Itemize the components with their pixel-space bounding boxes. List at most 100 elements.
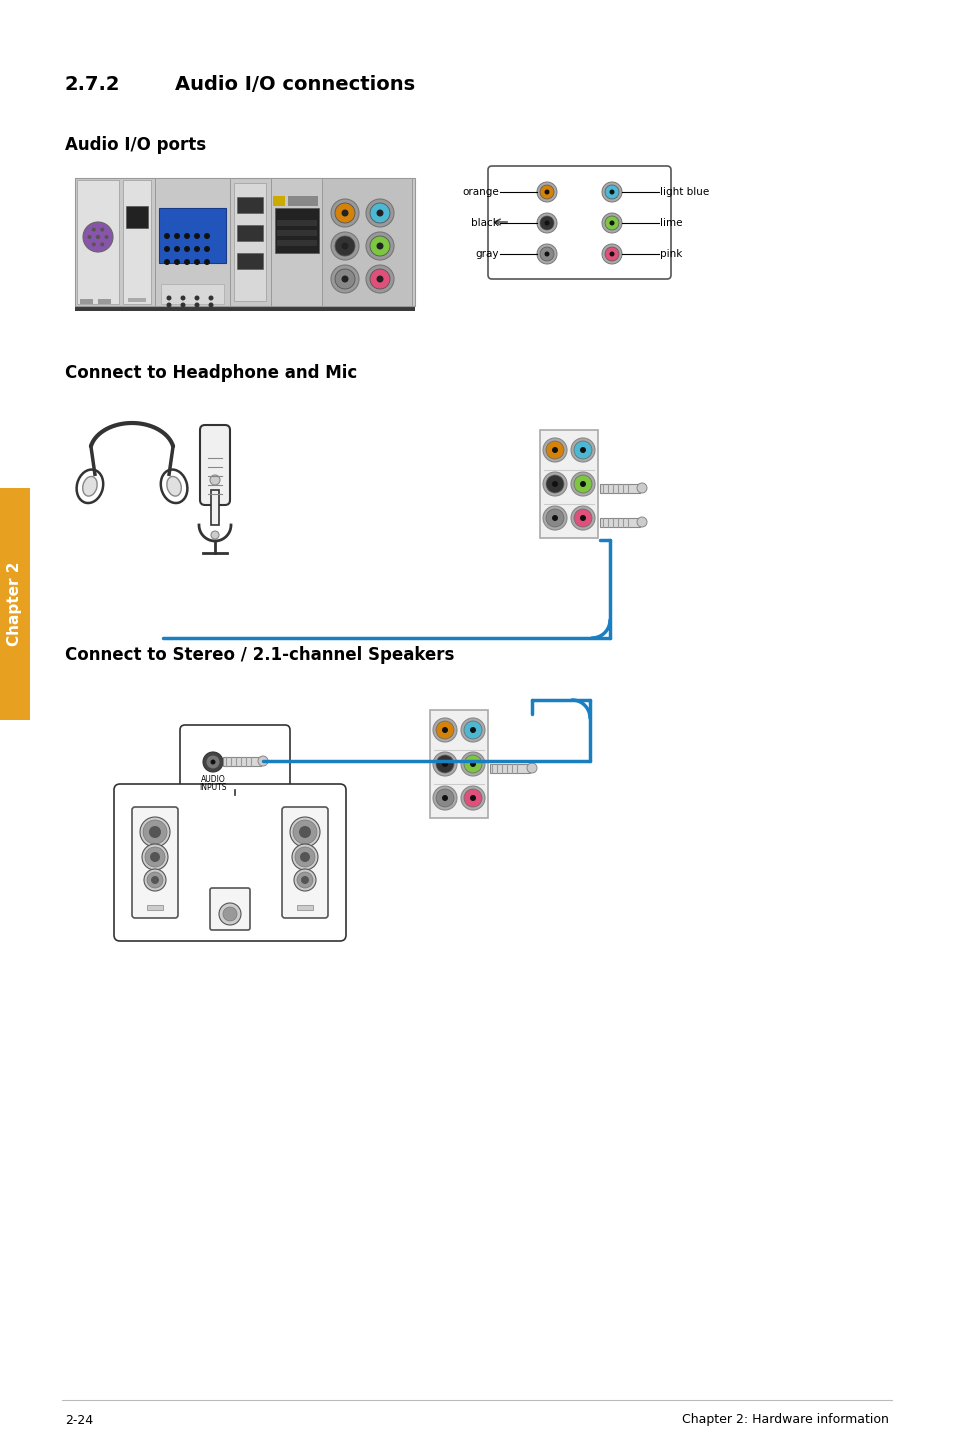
Text: Audio I/O connections: Audio I/O connections [174,76,415,95]
Circle shape [436,755,454,774]
Circle shape [194,295,199,301]
Text: gray: gray [475,249,498,259]
Circle shape [223,907,236,920]
Bar [271,178,323,306]
Text: black: black [471,219,498,229]
Text: INPUTS: INPUTS [199,784,227,792]
Circle shape [341,276,348,282]
Bar [322,178,412,306]
Ellipse shape [83,476,97,496]
Circle shape [184,233,190,239]
Circle shape [193,259,200,265]
Circle shape [292,844,317,870]
Circle shape [142,844,168,870]
Circle shape [184,259,190,265]
Circle shape [203,752,223,772]
Circle shape [574,441,592,459]
Circle shape [604,186,618,198]
Circle shape [376,276,383,282]
Text: orange: orange [462,187,498,197]
Circle shape [209,295,213,301]
Circle shape [209,302,213,308]
Circle shape [537,183,557,201]
Bar [274,209,318,253]
Circle shape [637,483,646,493]
Bar [599,518,639,526]
Circle shape [341,210,348,217]
Bar [77,180,119,303]
Circle shape [180,295,185,301]
Circle shape [167,295,172,301]
FancyBboxPatch shape [210,889,250,930]
Circle shape [147,871,163,889]
Circle shape [542,506,566,531]
Circle shape [537,213,557,233]
Circle shape [164,246,170,252]
Circle shape [539,186,554,198]
Circle shape [193,246,200,252]
Bar [223,756,261,766]
Bar [75,178,415,306]
Circle shape [436,789,454,807]
Text: lime: lime [659,219,681,229]
Circle shape [204,246,210,252]
Circle shape [335,203,355,223]
Circle shape [145,847,165,867]
Circle shape [294,847,314,867]
Circle shape [219,903,241,925]
Circle shape [366,232,394,260]
Bar [233,183,266,301]
Bar [161,283,224,303]
Circle shape [335,269,355,289]
Circle shape [293,820,316,844]
Ellipse shape [161,470,187,503]
Circle shape [370,236,390,256]
Circle shape [542,472,566,496]
FancyBboxPatch shape [132,807,178,917]
Bar [276,230,316,236]
Circle shape [331,198,358,227]
Circle shape [470,761,476,766]
Circle shape [144,869,166,892]
Circle shape [460,752,484,777]
Ellipse shape [76,470,103,503]
Circle shape [601,183,621,201]
Bar [75,305,415,311]
Circle shape [441,795,448,801]
Circle shape [301,876,309,884]
Circle shape [211,759,215,765]
Bar [0,487,30,720]
Circle shape [470,728,476,733]
Circle shape [609,190,614,194]
Circle shape [601,244,621,265]
Circle shape [151,876,159,884]
Circle shape [537,244,557,265]
Circle shape [298,825,311,838]
Circle shape [88,234,91,239]
Circle shape [552,515,558,521]
Circle shape [544,252,549,256]
Circle shape [100,227,104,232]
Bar [599,485,639,493]
Circle shape [164,233,170,239]
Circle shape [204,233,210,239]
Circle shape [296,871,313,889]
Text: 2.7.2: 2.7.2 [65,76,120,95]
Circle shape [433,752,456,777]
Circle shape [609,220,614,226]
Circle shape [180,302,185,308]
Bar [128,298,146,302]
Circle shape [609,252,614,256]
Text: Connect to Stereo / 2.1-channel Speakers: Connect to Stereo / 2.1-channel Speakers [65,646,454,664]
Circle shape [105,234,109,239]
Circle shape [341,243,348,250]
Bar [154,178,230,306]
Circle shape [470,795,476,801]
Circle shape [184,246,190,252]
Bar [80,299,92,303]
Circle shape [299,851,310,861]
Bar [236,253,263,269]
Circle shape [604,216,618,230]
Circle shape [150,851,160,861]
FancyBboxPatch shape [180,725,290,800]
